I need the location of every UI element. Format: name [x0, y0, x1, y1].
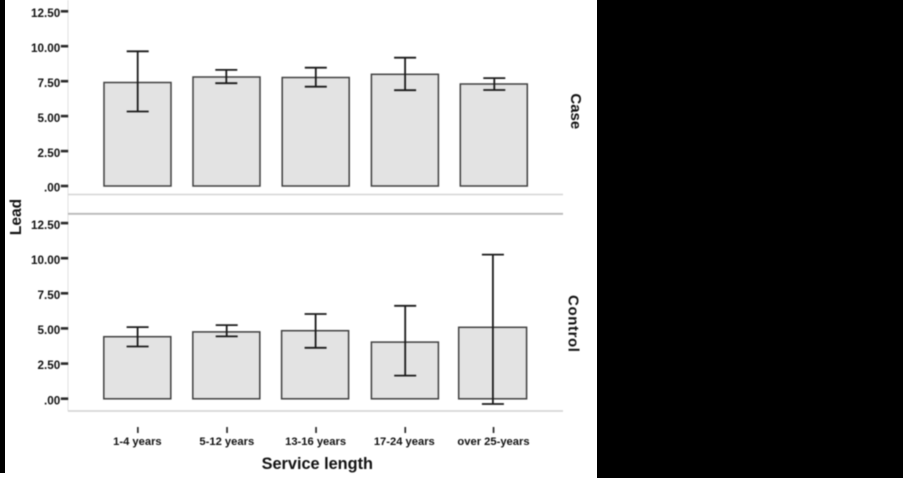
svg-text:2.50: 2.50	[38, 147, 61, 160]
svg-text:10.00: 10.00	[31, 254, 61, 267]
svg-text:Lead: Lead	[8, 199, 25, 235]
svg-text:5.00: 5.00	[38, 112, 61, 125]
svg-text:.00: .00	[44, 394, 61, 407]
svg-text:7.50: 7.50	[38, 77, 61, 90]
svg-text:12.50: 12.50	[31, 7, 61, 20]
svg-text:over 25-years: over 25-years	[457, 436, 529, 448]
svg-text:Service length: Service length	[262, 455, 373, 473]
svg-text:7.50: 7.50	[38, 289, 61, 302]
svg-text:2.50: 2.50	[38, 359, 61, 372]
svg-text:13-16 years: 13-16 years	[285, 436, 346, 448]
svg-text:.00: .00	[44, 182, 61, 195]
svg-text:1-4 years: 1-4 years	[113, 436, 162, 448]
svg-text:5-12 years: 5-12 years	[199, 436, 254, 448]
svg-text:17-24 years: 17-24 years	[374, 436, 435, 448]
svg-text:12.50: 12.50	[31, 219, 61, 232]
svg-text:5.00: 5.00	[38, 324, 61, 337]
svg-text:10.00: 10.00	[31, 42, 61, 55]
svg-text:Control: Control	[564, 295, 581, 353]
svg-text:Case: Case	[567, 93, 584, 129]
